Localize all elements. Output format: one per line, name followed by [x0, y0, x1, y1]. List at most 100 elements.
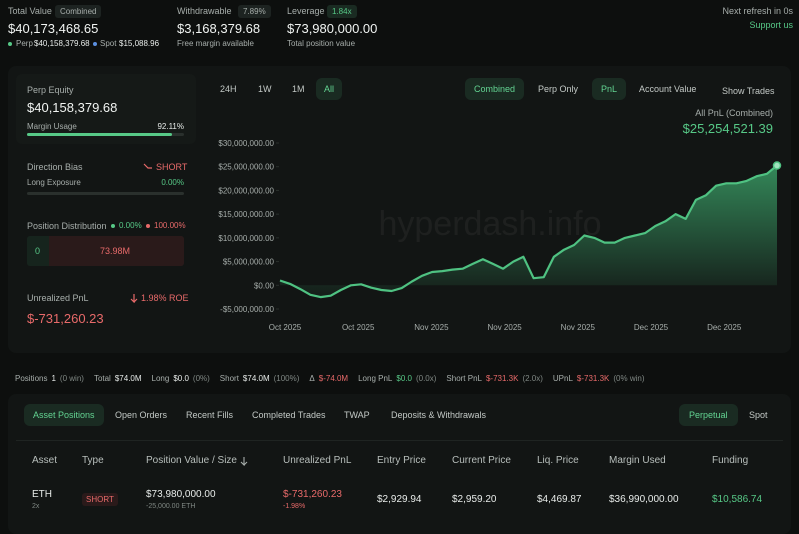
value: 0.00% [119, 221, 142, 230]
summary-item: Long PnL $0.0 (0.0x) [358, 374, 436, 383]
pnl-line [279, 164, 778, 299]
summary-note: (0.0x) [415, 374, 437, 383]
summary-value: $-74.0M [318, 374, 349, 383]
tab[interactable]: Deposits & Withdrawals [391, 410, 487, 420]
support-link[interactable]: Support us [749, 20, 793, 30]
range-button[interactable]: All [316, 78, 343, 100]
refresh: Next refresh in 0s [722, 6, 793, 16]
cell: $-731,260.23 [283, 489, 342, 500]
y-tick-label: -$5,000,000.00 [220, 305, 274, 314]
summary-item: Short $74.0M (100%) [220, 374, 300, 383]
tab[interactable]: Completed Trades [252, 410, 326, 420]
positions-panel [8, 394, 791, 534]
badge: 1.84x [327, 5, 357, 18]
bar-track [27, 192, 184, 195]
summary-note: (0 win) [59, 374, 84, 383]
column-header: Liq. Price [537, 455, 579, 466]
cell: $4,469.87 [537, 494, 582, 505]
short-amount: 73.98M [100, 246, 131, 256]
x-tick-label: Dec 2025 [707, 323, 742, 332]
summary-value: $74.0M [242, 374, 270, 383]
y-tick-label: $0.00 [254, 281, 275, 290]
view-button[interactable]: Perp Only [538, 84, 579, 94]
summary-note: (100%) [273, 374, 300, 383]
value: $15,088.96 [119, 39, 160, 48]
metric-button[interactable]: Account Value [639, 84, 697, 94]
summary-label: Δ [309, 374, 315, 383]
y-tick-label: $15,000,000.00 [218, 210, 274, 219]
value: 92.11% [157, 122, 184, 131]
cell: $73,980,000.00 [146, 489, 216, 500]
summary-label: Short [219, 374, 239, 383]
range-button[interactable]: 1M [292, 84, 305, 94]
label: Perp [16, 39, 33, 48]
dot [111, 224, 115, 228]
label: Direction Bias [27, 162, 83, 172]
summary-label: Long PnL [358, 374, 393, 383]
summary-note: (0% win) [613, 374, 645, 383]
summary-item: Δ $-74.0M [309, 374, 348, 383]
label: Spot [100, 39, 117, 48]
summary-label: Short PnL [446, 374, 482, 383]
metric-button[interactable]: PnL [592, 78, 627, 100]
type-badge: SHORT [82, 493, 118, 506]
cell-sub: 2x [32, 503, 40, 510]
summary: Positions 1 (0 win) Total $74.0M Long $0.0 (0%)… [15, 374, 645, 383]
summary-item: UPnL $-731.3K (0% win) [553, 374, 645, 383]
summary-label: Long [151, 374, 170, 383]
column-header: Type [82, 455, 104, 466]
headline-value: $25,254,521.39 [682, 121, 773, 136]
summary-item: Short PnL $-731.3K (2.0x) [446, 374, 543, 383]
value: $40,158,379.68 [34, 39, 90, 48]
market-tab[interactable]: Perpetual [679, 404, 738, 426]
summary-value: $-731.3K [485, 374, 519, 383]
long-segment [27, 236, 49, 266]
cell: $10,586.74 [712, 494, 763, 505]
tab[interactable]: TWAP [344, 410, 370, 420]
range-button[interactable]: 24H [220, 84, 237, 94]
summary-label: Positions [15, 374, 48, 383]
view-button[interactable]: Combined [465, 78, 525, 100]
x-tick-label: Nov 2025 [561, 323, 596, 332]
x-tick-label: Oct 2025 [269, 323, 302, 332]
market-tab[interactable]: Spot [749, 410, 768, 420]
summary-item: Long $0.0 (0%) [152, 374, 210, 383]
label: Withdrawable [177, 6, 232, 16]
tab[interactable]: Recent Fills [186, 410, 234, 420]
value: $-731,260.23 [27, 311, 104, 326]
summary-value: $-731.3K [576, 374, 610, 383]
column-header: Current Price [452, 455, 511, 466]
end-marker [772, 161, 782, 170]
label: Margin Usage [27, 122, 77, 131]
column-header: Margin Used [609, 455, 666, 466]
cell: $2,959.20 [452, 494, 497, 505]
summary-item: Total $74.0M [94, 374, 142, 383]
value: $3,168,379.68 [177, 21, 261, 36]
value: $73,980,000.00 [287, 21, 378, 36]
page: { "header": { "total_value": {"label": "… [8, 5, 793, 510]
badge: 7.89% [238, 5, 271, 18]
value: $40,173,468.65 [8, 21, 99, 36]
value: SHORT [156, 162, 188, 172]
y-tick-label: $5,000,000.00 [223, 258, 275, 267]
summary-item: Positions 1 (0 win) [15, 374, 84, 383]
tab[interactable]: Open Orders [115, 410, 168, 420]
cell-sub: -1.98% [283, 503, 306, 510]
x-tick-label: Oct 2025 [342, 323, 375, 332]
summary-label: UPnL [552, 374, 573, 383]
column-header: Funding [712, 455, 749, 466]
summary-note: (2.0x) [522, 374, 543, 383]
pnl-area [280, 165, 777, 298]
cell: ETH [32, 489, 52, 500]
range-button[interactable]: 1W [258, 84, 272, 94]
show-trades-button[interactable]: Show Trades [722, 86, 775, 96]
x-tick-label: Nov 2025 [487, 323, 522, 332]
y-tick-label: $30,000,000.00 [218, 139, 274, 148]
label: Unrealized PnL [27, 293, 89, 303]
watermark: hyperdash.info [378, 205, 601, 243]
label: Long Exposure [27, 178, 81, 187]
value: $40,158,379.68 [27, 100, 118, 115]
label: Leverage [287, 6, 325, 16]
tab[interactable]: Asset Positions [24, 404, 104, 426]
badge: Combined [55, 5, 102, 18]
